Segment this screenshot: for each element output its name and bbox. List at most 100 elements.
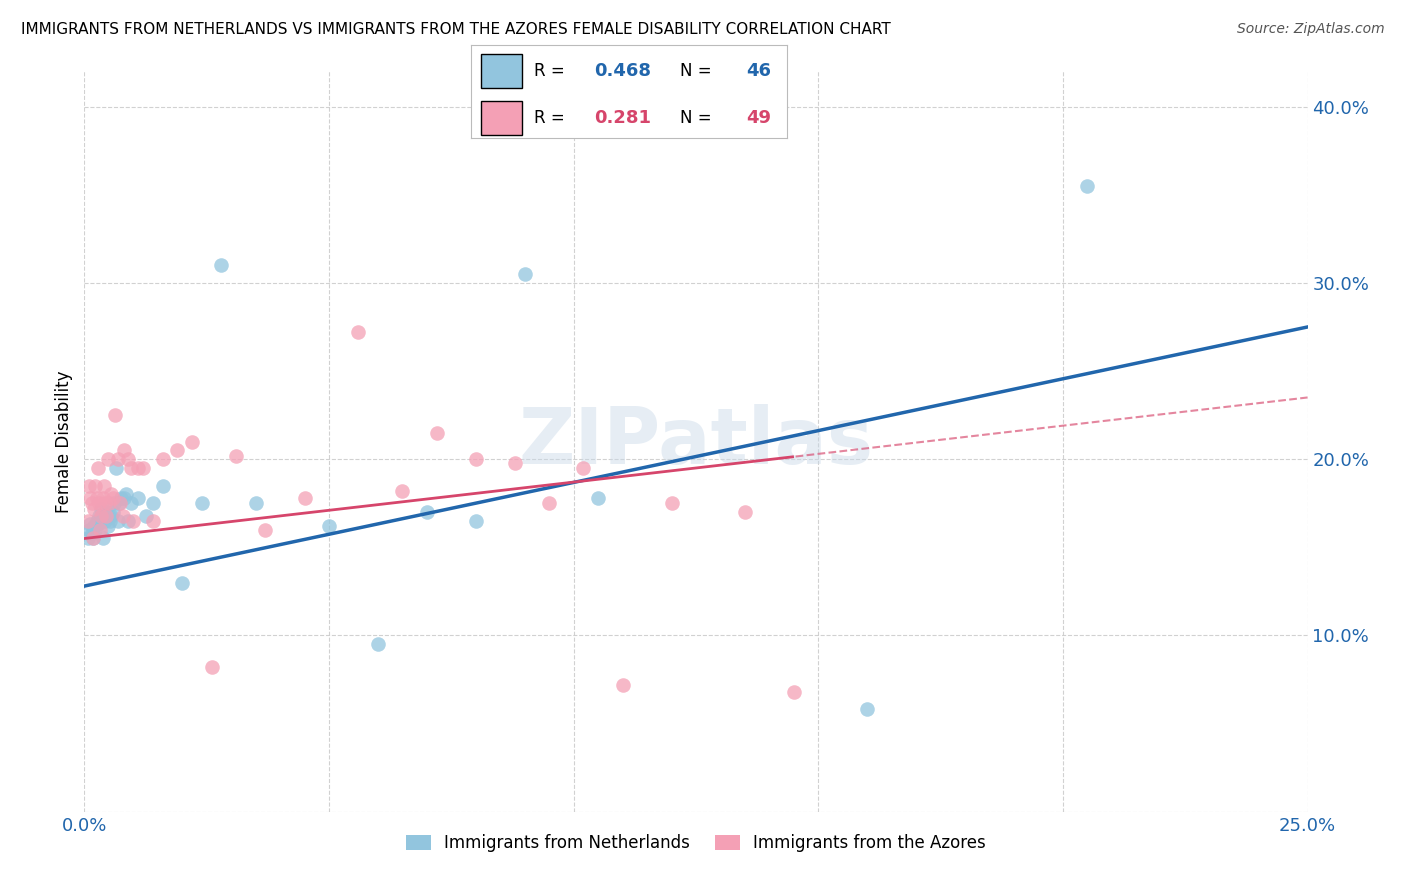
Point [107,496,129,510]
Point [77,523,100,537]
FancyBboxPatch shape [481,101,522,135]
Point [84,523,107,537]
Point [318,519,340,533]
Point [127,461,149,475]
Point [117,514,139,528]
Point [538,496,561,510]
Point [110,491,132,505]
Point [142,514,165,528]
Text: 0.468: 0.468 [595,62,651,79]
Point [80,496,103,510]
Point [101,505,124,519]
Point [132,461,155,475]
Point [96,508,118,523]
Point [120,461,142,475]
Point [856,702,879,716]
Text: N =: N = [681,62,717,79]
Point [135,508,157,523]
Point [77,478,100,492]
Point [612,678,634,692]
Point [91,491,114,505]
Text: 49: 49 [747,109,772,127]
Point [111,508,134,523]
Point [77,514,100,528]
Point [83,519,105,533]
Point [86,514,108,528]
Text: R =: R = [534,62,571,79]
Point [114,443,136,458]
Point [107,452,129,467]
Text: R =: R = [534,109,571,127]
Point [100,508,122,523]
Point [90,508,112,523]
Point [120,496,142,510]
Point [142,496,165,510]
Point [105,461,128,475]
Point [79,491,101,505]
Point [103,496,125,510]
Point [391,483,413,498]
Point [107,514,129,528]
Point [117,452,139,467]
Point [98,514,121,528]
Point [1076,178,1098,193]
Point [191,496,214,510]
Point [245,496,267,510]
Point [347,325,370,339]
Point [84,478,107,492]
Point [464,514,486,528]
Point [152,478,174,492]
Point [97,452,120,467]
Point [586,491,609,505]
Point [200,660,222,674]
Point [254,523,277,537]
Point [94,496,117,510]
Text: 0.281: 0.281 [595,109,651,127]
Point [172,575,194,590]
Point [94,514,117,528]
Point [181,434,204,449]
Point [97,496,120,510]
Point [87,508,110,523]
Point [89,514,111,528]
Point [416,505,439,519]
Point [97,508,120,523]
Point [464,452,486,467]
Point [513,267,536,281]
Point [127,491,149,505]
Point [209,258,232,272]
Point [367,637,389,651]
FancyBboxPatch shape [481,54,522,87]
Point [104,408,127,422]
Point [90,501,112,516]
Point [100,487,122,501]
Point [783,685,806,699]
Text: Source: ZipAtlas.com: Source: ZipAtlas.com [1237,22,1385,37]
Point [294,491,316,505]
Point [572,461,595,475]
Text: 46: 46 [747,62,772,79]
Point [97,519,120,533]
Legend: Immigrants from Netherlands, Immigrants from the Azores: Immigrants from Netherlands, Immigrants … [399,828,993,859]
Point [734,505,756,519]
Point [108,496,131,510]
Text: N =: N = [681,109,717,127]
Text: ZIPatlas: ZIPatlas [519,403,873,480]
Point [96,505,118,519]
Point [503,456,526,470]
Point [426,425,449,440]
Point [122,514,145,528]
Point [87,461,110,475]
Point [101,491,124,505]
Point [166,443,188,458]
Y-axis label: Female Disability: Female Disability [55,370,73,513]
Point [115,487,138,501]
Point [82,532,104,546]
Point [87,496,110,510]
Point [83,501,105,516]
Point [89,523,111,537]
Point [225,449,247,463]
Point [79,517,101,532]
Point [93,478,115,492]
Point [93,508,115,523]
